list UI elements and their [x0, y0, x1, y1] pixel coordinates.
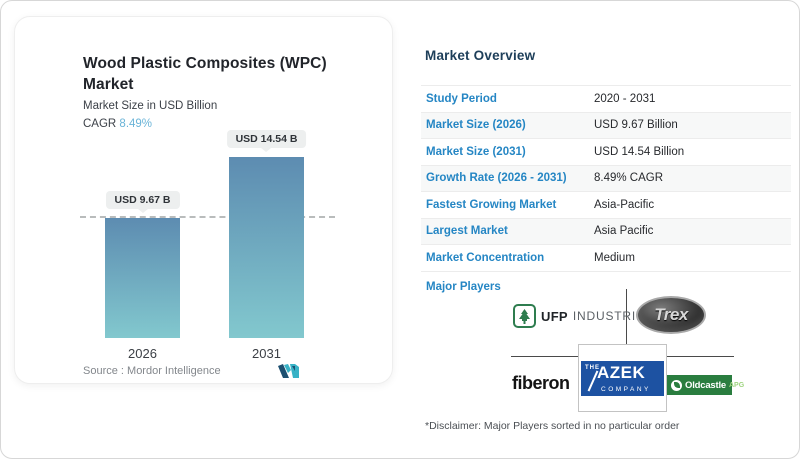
source-line: Source : Mordor Intelligence: [83, 365, 343, 377]
oldcastle-suffix: APG: [728, 381, 745, 389]
logo-trex: Trex: [636, 296, 706, 334]
ufp-suffix: INDUSTRIES: [572, 309, 654, 323]
overview-row-value: USD 14.54 Billion: [594, 145, 685, 158]
trex-name: Trex: [654, 305, 688, 324]
overview-row-label: Growth Rate (2026 - 2031): [426, 172, 567, 185]
oldcastle-name: Oldcastle: [685, 379, 726, 391]
logo-fiberon: fiberon: [512, 373, 570, 393]
overview-row-label: Fastest Growing Market: [426, 198, 557, 211]
cagr-label: CAGR: [83, 118, 120, 130]
overview-row: Study Period 2020 - 2031: [421, 86, 791, 113]
ufp-name: UFP: [541, 308, 568, 324]
chart-card: Wood Plastic Composites (WPC) Market Mar…: [14, 16, 393, 384]
source-value: Mordor Intelligence: [127, 365, 221, 377]
overview-row: Market Size (2026) USD 9.67 Billion: [421, 112, 791, 139]
source-label: Source :: [83, 365, 128, 377]
bar-2031: [229, 157, 304, 338]
cagr-line: CAGR 8.49%: [83, 118, 152, 130]
bar-chart: USD 9.67 B 2026 USD 14.54 B 2031: [80, 130, 335, 361]
overview-row-label: Market Concentration: [426, 251, 545, 264]
cagr-value: 8.49%: [119, 118, 153, 130]
ufp-tree-icon: [513, 304, 536, 328]
logo-ufp-industries: UFP INDUSTRIES: [513, 304, 654, 328]
bar-value-badge: USD 14.54 B: [226, 130, 307, 148]
overview-row: Market Concentration Medium: [421, 245, 791, 272]
disclaimer-text: *Disclaimer: Major Players sorted in no …: [425, 420, 680, 432]
overview-row-value: 8.49% CAGR: [594, 172, 664, 185]
overview-row-value: Asia Pacific: [594, 225, 654, 238]
overview-row-value: USD 9.67 Billion: [594, 119, 678, 132]
overview-row: Market Size (2031) USD 14.54 Billion: [421, 139, 791, 166]
x-axis-label: 2026: [128, 346, 157, 361]
mordor-intelligence-logo-icon: [278, 364, 299, 383]
major-players-label: Major Players: [426, 281, 501, 293]
players-vertical-divider: [626, 289, 627, 344]
bar-value-badge: USD 9.67 B: [105, 191, 180, 209]
overview-row: Growth Rate (2026 - 2031) 8.49% CAGR: [421, 165, 791, 192]
overview-row: Fastest Growing Market Asia-Pacific: [421, 192, 791, 219]
logo-azek-box: THE AZEK COMPANY: [578, 344, 667, 412]
overview-table: Study Period 2020 - 2031 Market Size (2026…: [421, 85, 791, 272]
oldcastle-leaf-icon: [671, 379, 682, 391]
azek-company: COMPANY: [601, 385, 651, 393]
overview-row-label: Market Size (2026): [426, 119, 526, 132]
azek-the: THE: [585, 364, 600, 371]
reference-dashed-line: [80, 216, 335, 218]
overview-title: Market Overview: [425, 48, 536, 63]
overview-row-value: Medium: [594, 251, 635, 264]
overview-row-value: 2020 - 2031: [594, 92, 656, 105]
overview-row-label: Study Period: [426, 92, 497, 105]
overview-row-label: Largest Market: [426, 225, 508, 238]
overview-row-label: Market Size (2031): [426, 145, 526, 158]
azek-name: AZEK: [597, 362, 646, 382]
logo-oldcastle: Oldcastle APG: [667, 375, 744, 395]
overview-row-value: Asia-Pacific: [594, 198, 655, 211]
chart-subtitle: Market Size in USD Billion: [83, 100, 218, 112]
chart-title: Wood Plastic Composites (WPC) Market: [83, 55, 327, 93]
x-axis-label: 2031: [252, 346, 281, 361]
logo-azek: THE AZEK COMPANY: [581, 360, 664, 396]
bar-2026: [105, 218, 180, 338]
overview-row: Largest Market Asia Pacific: [421, 218, 791, 245]
